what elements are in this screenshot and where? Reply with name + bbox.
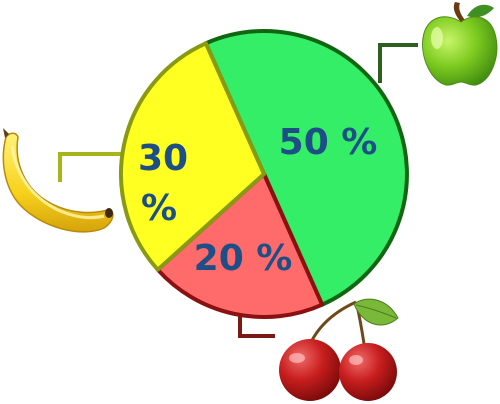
apple-leader-line [378, 43, 418, 83]
slice-label-banana: 30 % [138, 138, 188, 229]
pie-slice-apple [203, 29, 409, 307]
pie-slice-cherry [155, 172, 325, 319]
pie-slice-banana [119, 41, 266, 272]
slice-label-cherry: 20 % [194, 238, 293, 279]
svg-text:%: % [141, 188, 177, 229]
apple-icon [422, 2, 498, 86]
slice-label-apple: 50 % [279, 122, 378, 163]
svg-text:30: 30 [138, 138, 188, 179]
cherries-icon [279, 298, 399, 401]
pie-slices [119, 29, 409, 319]
cherry-leader-line [238, 314, 275, 338]
banana-icon [2, 128, 114, 233]
banana-leader-line [58, 152, 126, 182]
